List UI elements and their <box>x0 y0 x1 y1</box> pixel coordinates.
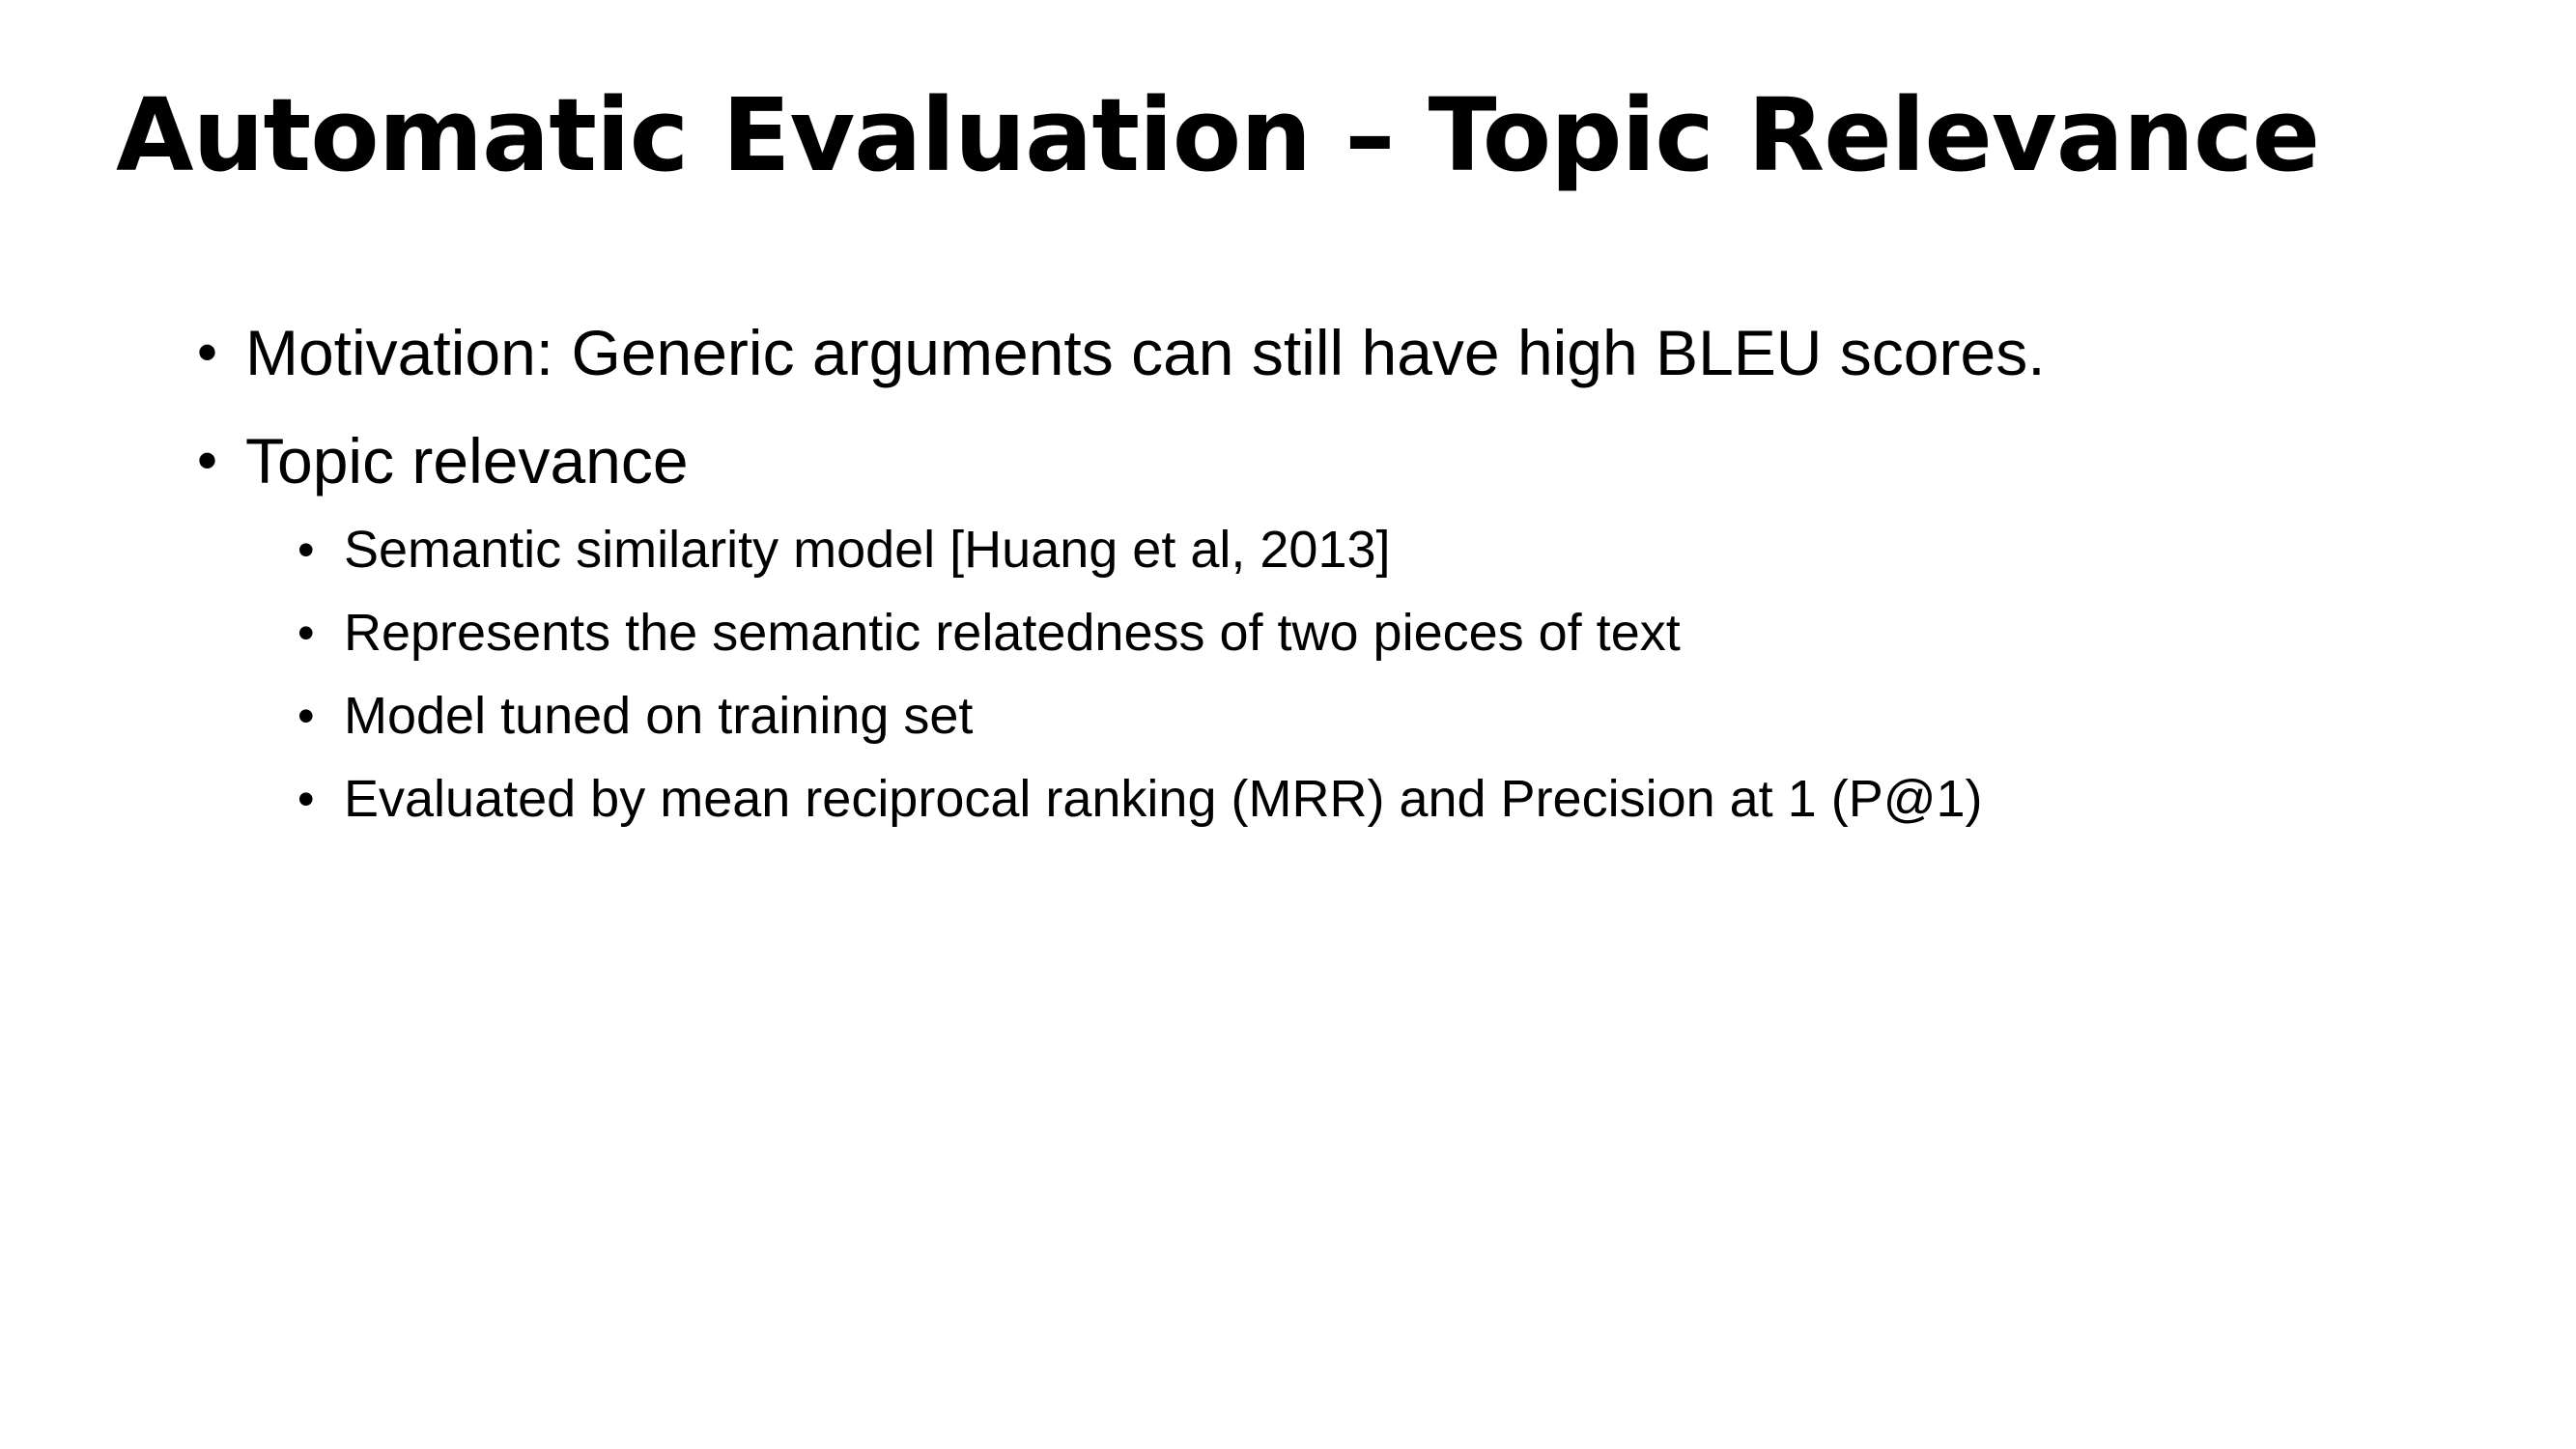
sub-bullet-relatedness: • Represents the semantic relatedness of… <box>297 600 1681 666</box>
bullet-motivation: • Motivation: Generic arguments can stil… <box>197 314 2046 391</box>
sub-bullet-model-tuned: • Model tuned on training set <box>297 683 974 749</box>
sub-bullet-text: Model tuned on training set <box>344 687 974 745</box>
bullet-text: Motivation: Generic arguments can still … <box>245 317 2046 388</box>
sub-bullet-text: Represents the semantic relatedness of t… <box>344 604 1681 662</box>
sub-bullet-marker: • <box>297 523 315 577</box>
sub-bullet-text: Semantic similarity model [Huang et al, … <box>344 521 1391 579</box>
bullet-topic-relevance: • Topic relevance <box>197 422 689 499</box>
sub-bullet-marker: • <box>297 689 315 743</box>
sub-bullet-semantic-similarity: • Semantic similarity model [Huang et al… <box>297 517 1391 582</box>
bullet-marker: • <box>197 320 218 384</box>
slide-title: Automatic Evaluation – Topic Relevance <box>116 76 2320 194</box>
bullet-marker: • <box>197 428 218 493</box>
sub-bullet-evaluated-by: • Evaluated by mean reciprocal ranking (… <box>297 766 1983 832</box>
sub-bullet-marker: • <box>297 606 315 660</box>
sub-bullet-text: Evaluated by mean reciprocal ranking (MR… <box>344 770 1983 828</box>
bullet-text: Topic relevance <box>245 425 689 497</box>
sub-bullet-marker: • <box>297 772 315 826</box>
